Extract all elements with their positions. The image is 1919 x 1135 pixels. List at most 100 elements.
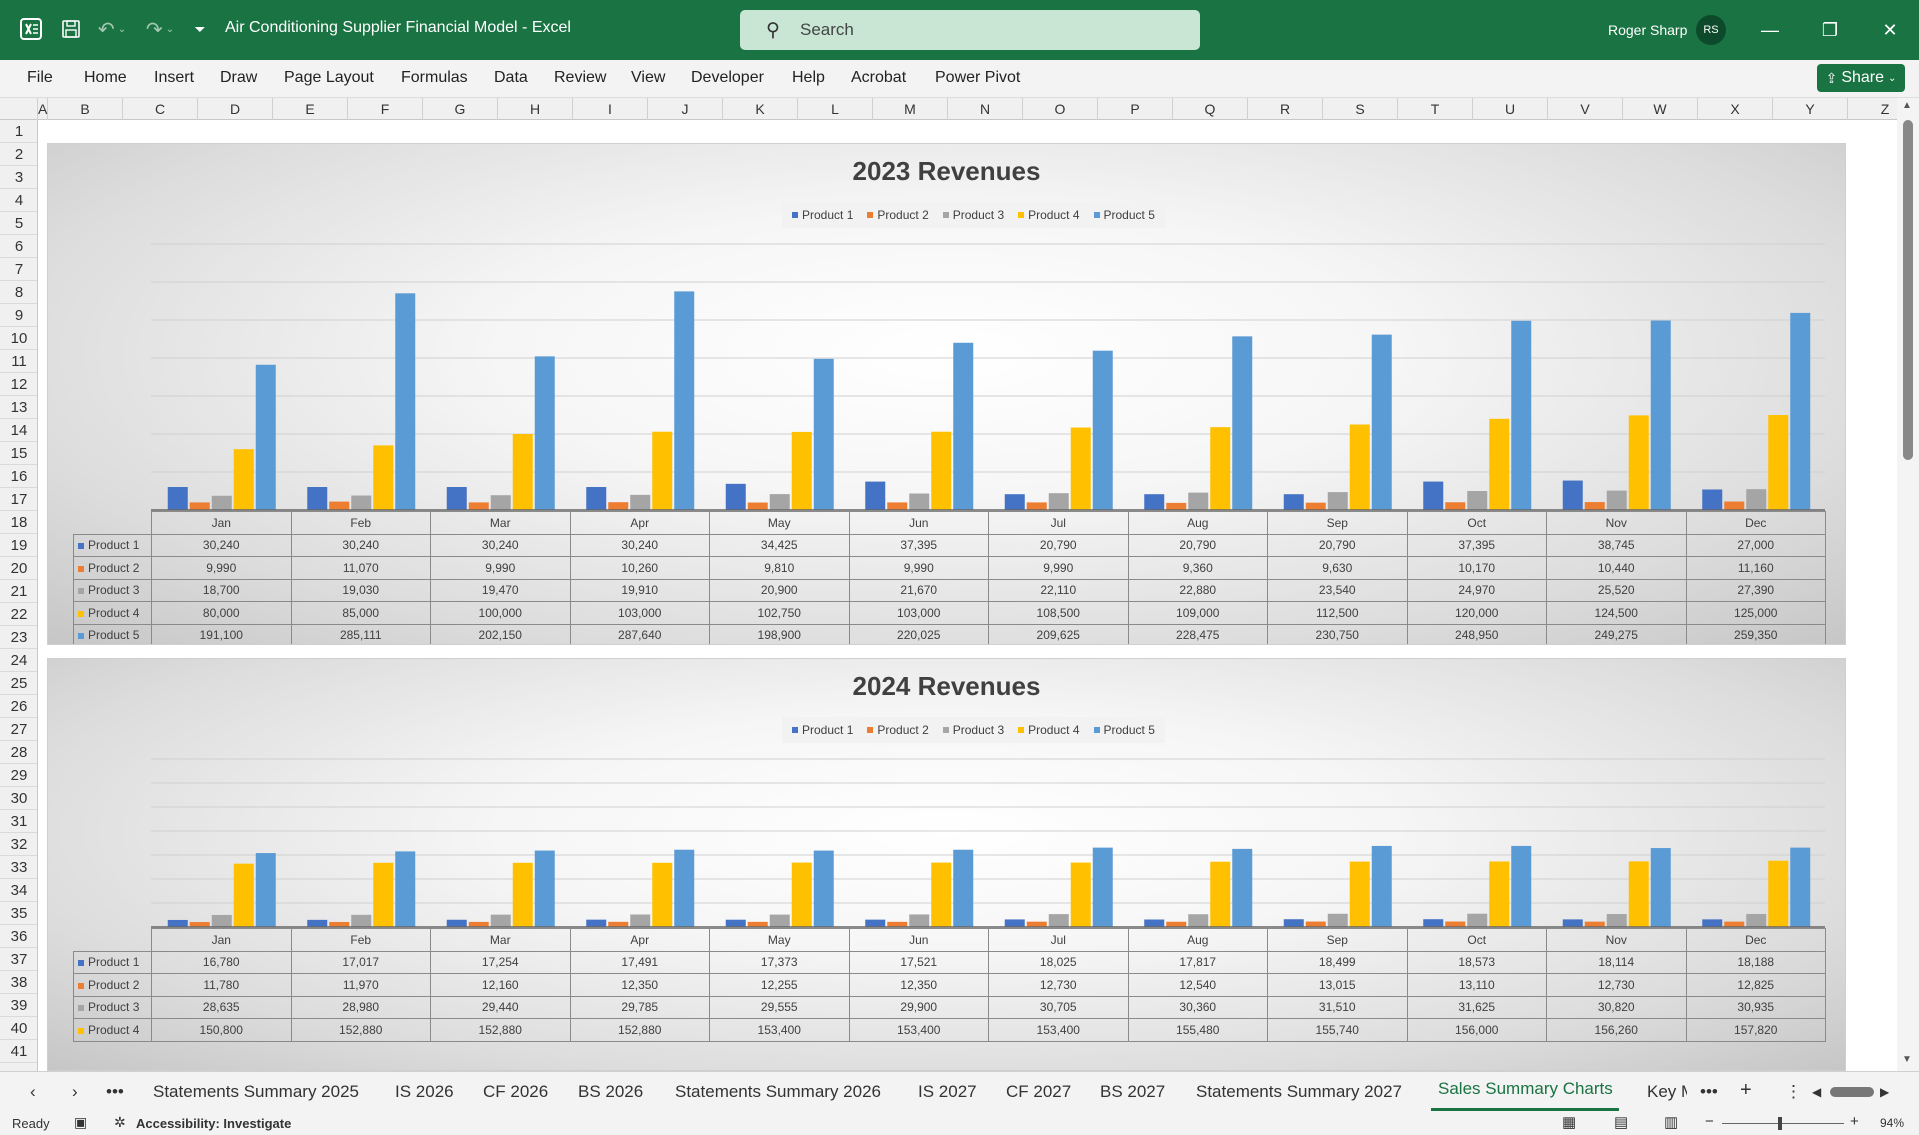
row-header-15[interactable]: 15: [0, 442, 37, 465]
bar-product-3-apr[interactable]: [630, 494, 651, 510]
row-header-1[interactable]: 1: [0, 120, 37, 143]
sheet-tab-active[interactable]: Sales Summary Charts: [1438, 1079, 1613, 1098]
row-header-6[interactable]: 6: [0, 235, 37, 258]
bar-product-3-oct[interactable]: [1467, 491, 1488, 510]
bar-product-3-oct[interactable]: [1467, 913, 1488, 927]
bar-product-1-feb[interactable]: [307, 487, 328, 510]
bar-product-1-feb[interactable]: [307, 919, 328, 927]
column-header-j[interactable]: J: [648, 98, 723, 120]
bar-product-4-sep[interactable]: [1349, 861, 1370, 927]
bar-product-2-apr[interactable]: [608, 921, 629, 927]
bar-product-5-mar[interactable]: [534, 850, 555, 927]
column-header-b[interactable]: B: [48, 98, 123, 120]
search-input[interactable]: ⚲ Search: [740, 10, 1200, 50]
hscroll-right-icon[interactable]: ▶: [1880, 1085, 1890, 1099]
zoom-level[interactable]: 94%: [1880, 1116, 1905, 1130]
bar-product-4-aug[interactable]: [1210, 427, 1231, 510]
bar-product-4-jun[interactable]: [931, 431, 952, 510]
accessibility-status[interactable]: Accessibility: Investigate: [136, 1116, 292, 1131]
bar-product-3-aug[interactable]: [1188, 492, 1209, 510]
bar-product-1-mar[interactable]: [446, 487, 467, 510]
row-header-32[interactable]: 32: [0, 833, 37, 856]
bar-product-3-jul[interactable]: [1048, 914, 1069, 927]
row-header-10[interactable]: 10: [0, 327, 37, 350]
bar-product-5-aug[interactable]: [1232, 848, 1253, 927]
bar-product-4-mar[interactable]: [512, 434, 533, 510]
bar-product-5-apr[interactable]: [674, 849, 695, 927]
bar-product-5-may[interactable]: [813, 850, 834, 927]
bar-product-2-nov[interactable]: [1584, 921, 1605, 927]
bar-product-5-sep[interactable]: [1371, 334, 1392, 510]
row-header-39[interactable]: 39: [0, 994, 37, 1017]
column-header-s[interactable]: S: [1323, 98, 1398, 120]
bar-product-3-jan[interactable]: [211, 914, 232, 927]
bar-product-3-mar[interactable]: [490, 914, 511, 927]
bar-product-1-jul[interactable]: [1004, 494, 1025, 510]
tab-view[interactable]: View: [631, 69, 666, 86]
bar-product-1-apr[interactable]: [586, 487, 607, 510]
bar-product-2-mar[interactable]: [468, 921, 489, 927]
bar-product-1-may[interactable]: [725, 919, 746, 927]
sheet-tab[interactable]: Key M: [1647, 1082, 1687, 1101]
sheet-tab[interactable]: Statements Summary 2026: [675, 1082, 881, 1101]
bar-product-2-jan[interactable]: [189, 922, 210, 927]
bar-product-2-oct[interactable]: [1445, 502, 1466, 510]
vertical-scroll-thumb[interactable]: [1903, 120, 1913, 460]
row-header-37[interactable]: 37: [0, 948, 37, 971]
zoom-slider[interactable]: [1722, 1123, 1844, 1124]
bar-product-3-jul[interactable]: [1048, 493, 1069, 510]
row-header-18[interactable]: 18: [0, 511, 37, 534]
column-header-t[interactable]: T: [1398, 98, 1473, 120]
bar-product-2-may[interactable]: [747, 921, 768, 927]
bar-product-2-apr[interactable]: [608, 502, 629, 510]
bar-product-5-apr[interactable]: [674, 291, 695, 510]
bar-product-4-feb[interactable]: [373, 445, 394, 510]
row-header-41[interactable]: 41: [0, 1040, 37, 1063]
row-header-22[interactable]: 22: [0, 603, 37, 626]
bar-product-5-jun[interactable]: [953, 342, 974, 510]
bar-product-2-feb[interactable]: [329, 921, 350, 927]
bar-product-1-oct[interactable]: [1423, 919, 1444, 927]
bar-product-2-feb[interactable]: [329, 501, 350, 510]
tab-insert[interactable]: Insert: [154, 69, 195, 86]
bar-product-5-nov[interactable]: [1650, 848, 1671, 927]
row-header-40[interactable]: 40: [0, 1017, 37, 1040]
row-header-31[interactable]: 31: [0, 810, 37, 833]
bar-product-5-mar[interactable]: [534, 356, 555, 510]
bar-product-5-dec[interactable]: [1790, 847, 1811, 927]
bar-product-3-nov[interactable]: [1606, 914, 1627, 927]
bar-product-4-oct[interactable]: [1489, 861, 1510, 927]
bar-product-5-oct[interactable]: [1511, 845, 1532, 927]
column-header-p[interactable]: P: [1098, 98, 1173, 120]
row-header-34[interactable]: 34: [0, 879, 37, 902]
bar-product-3-feb[interactable]: [351, 914, 372, 927]
bar-product-3-may[interactable]: [769, 494, 790, 510]
accessibility-icon[interactable]: ✲: [114, 1114, 126, 1130]
row-header-8[interactable]: 8: [0, 281, 37, 304]
bar-product-4-may[interactable]: [791, 862, 812, 927]
row-header-19[interactable]: 19: [0, 534, 37, 557]
row-header-5[interactable]: 5: [0, 212, 37, 235]
bar-product-3-jun[interactable]: [909, 914, 930, 927]
row-header-24[interactable]: 24: [0, 649, 37, 672]
row-header-27[interactable]: 27: [0, 718, 37, 741]
column-header-e[interactable]: E: [273, 98, 348, 120]
column-header-u[interactable]: U: [1473, 98, 1548, 120]
row-header-38[interactable]: 38: [0, 971, 37, 994]
sheet-tab[interactable]: CF 2027: [1006, 1082, 1072, 1101]
bar-product-1-jun[interactable]: [865, 481, 886, 510]
column-header-h[interactable]: H: [498, 98, 573, 120]
chart-2024-revenues[interactable]: 2024 Revenues Product 1 Product 2 Product …: [47, 658, 1846, 1071]
column-header-o[interactable]: O: [1023, 98, 1098, 120]
bar-product-1-jun[interactable]: [865, 919, 886, 927]
add-sheet-icon[interactable]: +: [1740, 1079, 1752, 1101]
sheet-tab[interactable]: IS 2026: [395, 1082, 454, 1101]
bar-product-4-dec[interactable]: [1768, 860, 1789, 927]
bar-product-5-jul[interactable]: [1092, 350, 1113, 510]
user-name[interactable]: Roger Sharp: [1608, 22, 1688, 38]
bar-product-4-jul[interactable]: [1070, 862, 1091, 927]
row-header-21[interactable]: 21: [0, 580, 37, 603]
bar-product-4-nov[interactable]: [1628, 415, 1649, 510]
bar-product-2-sep[interactable]: [1305, 502, 1326, 510]
bar-product-3-apr[interactable]: [630, 914, 651, 927]
